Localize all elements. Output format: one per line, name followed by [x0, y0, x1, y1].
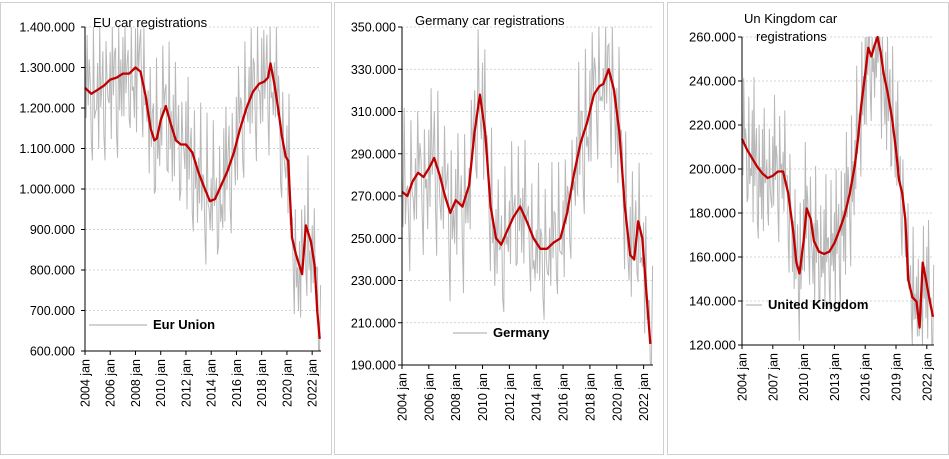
x-tick-label: 2007 jan: [766, 353, 780, 401]
y-tick-label: 900.000: [30, 223, 75, 237]
x-tick-label: 2020 jan: [610, 373, 624, 421]
x-tick-label: 2014 jan: [530, 373, 544, 421]
y-tick-label: 220.000: [689, 118, 736, 133]
y-tick-label: 180.000: [689, 206, 736, 221]
trend-line: [740, 35, 935, 329]
x-tick-label: 2006 jan: [104, 359, 118, 407]
y-tick-label: 190.000: [351, 359, 396, 373]
x-tick-label: 2022 jan: [920, 353, 934, 401]
y-tick-label: 1.200.000: [19, 102, 75, 116]
y-tick-label: 120.000: [689, 338, 736, 353]
x-tick-label: 2022 jan: [306, 359, 320, 407]
y-tick-label: 330.000: [351, 63, 396, 77]
uk-chart: 120.000 140.000 160.000 180.000 200.000 220.0…: [689, 11, 935, 401]
y-tick-label: 1.300.000: [19, 61, 75, 75]
x-tick-label: 2014 jan: [205, 359, 219, 407]
y-tick-label: 600.000: [30, 345, 75, 359]
y-tick-label: 200.000: [689, 162, 736, 177]
y-tick-label: 700.000: [30, 304, 75, 318]
y-tick-label: 290.000: [351, 147, 396, 161]
y-tick-label: 260.000: [689, 30, 736, 45]
y-tick-label: 1.400.000: [19, 21, 75, 35]
x-tick-label: 2008 jan: [449, 373, 463, 421]
chart-title: Un Kingdom car: [744, 11, 838, 26]
legend-label: Eur Union: [153, 317, 215, 332]
eu-chart: 600.000 700.000 800.000 900.000 1.000.000 1.1…: [19, 15, 322, 407]
y-tick-label: 160.000: [689, 250, 736, 265]
y-tick-label: 230.000: [351, 274, 396, 288]
y-tick-label: 210.000: [351, 316, 396, 330]
legend-label: Germany: [493, 325, 550, 340]
x-tick-label: 2010 jan: [797, 353, 811, 401]
chart-title-line2: registrations: [756, 29, 827, 44]
germany-chart: 190.000 210.000 230.000 250.000 270.000 290.0…: [351, 13, 654, 421]
y-tick-label: 1.000.000: [19, 183, 75, 197]
x-tick-label: 2016 jan: [859, 353, 873, 401]
germany-chart-panel: 190.000 210.000 230.000 250.000 270.000 290.0…: [334, 2, 664, 455]
x-tick-label: 2016 jan: [557, 373, 571, 421]
x-tick-label: 2010 jan: [476, 373, 490, 421]
x-tick-label: 2018 jan: [255, 359, 269, 407]
monthly-registrations-line: [741, 36, 935, 346]
eu-chart-panel: 600.000 700.000 800.000 900.000 1.000.000 1.1…: [0, 2, 332, 455]
chart-title: EU car registrations: [93, 15, 208, 30]
chart-title: Germany car registrations: [415, 13, 565, 28]
y-tick-label: 310.000: [351, 105, 396, 119]
x-tick-label: 2013 jan: [828, 353, 842, 401]
x-tick-label: 2010 jan: [154, 359, 168, 407]
uk-chart-panel: 120.000 140.000 160.000 180.000 200.000 220.0…: [667, 2, 949, 455]
monthly-registrations-line: [84, 26, 322, 352]
x-tick-label: 2006 jan: [422, 373, 436, 421]
y-tick-label: 1.100.000: [19, 142, 75, 156]
x-tick-label: 2008 jan: [129, 359, 143, 407]
x-tick-label: 2004 jan: [396, 373, 410, 421]
x-tick-label: 2004 jan: [79, 359, 93, 407]
y-tick-label: 270.000: [351, 190, 396, 204]
legend-label: United Kingdom: [768, 297, 868, 312]
x-tick-label: 2019 jan: [890, 353, 904, 401]
x-tick-label: 2012 jan: [179, 359, 193, 407]
trend-line: [84, 62, 321, 340]
x-tick-label: 2012 jan: [503, 373, 517, 421]
y-tick-label: 250.000: [351, 232, 396, 246]
x-tick-label: 2020 jan: [280, 359, 294, 407]
x-tick-label: 2004 jan: [736, 353, 750, 401]
y-tick-label: 800.000: [30, 264, 75, 278]
x-tick-label: 2022 jan: [637, 373, 651, 421]
x-tick-label: 2016 jan: [230, 359, 244, 407]
y-tick-label: 350.000: [351, 21, 396, 35]
x-tick-label: 2018 jan: [583, 373, 597, 421]
y-tick-label: 240.000: [689, 74, 736, 89]
y-tick-label: 140.000: [689, 294, 736, 309]
trend-line: [401, 68, 652, 344]
